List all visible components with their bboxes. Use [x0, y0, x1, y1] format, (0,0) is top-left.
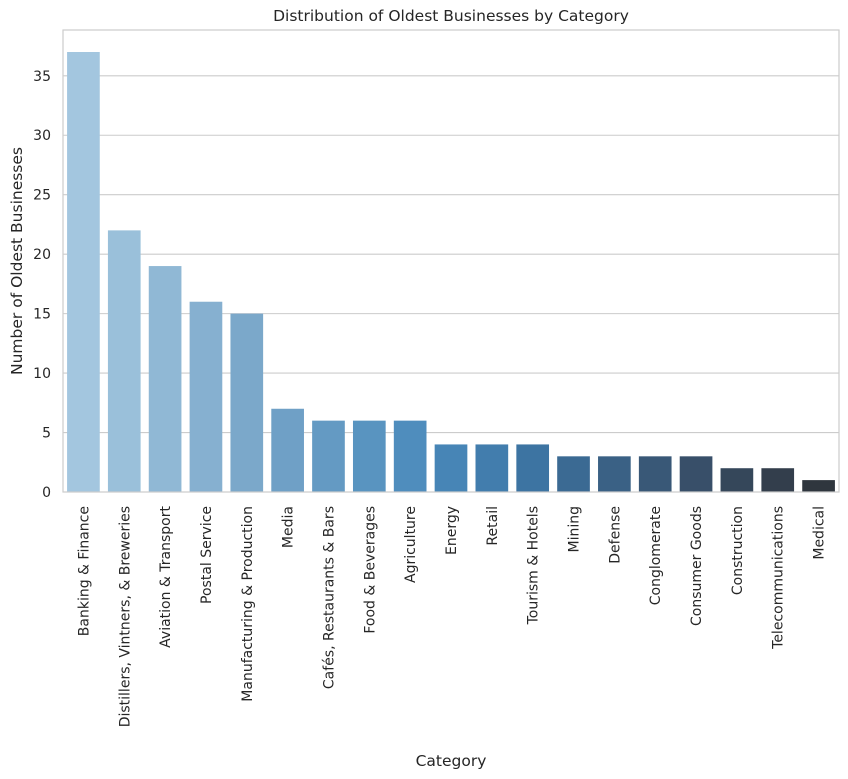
y-tick-label: 10	[33, 366, 51, 382]
y-tick-label: 5	[42, 426, 51, 442]
x-tick-label: Medical	[812, 506, 828, 560]
bar	[802, 480, 835, 492]
bar	[148, 266, 182, 492]
y-tick-label: 20	[33, 247, 51, 263]
y-tick-labels: 0 5 10 15 20 25 30 35	[33, 69, 51, 501]
y-tick-label: 15	[33, 307, 51, 323]
bar	[107, 230, 141, 493]
bar	[720, 468, 754, 492]
x-tick-label: Telecommunications	[771, 506, 787, 650]
x-axis-title: Category	[416, 752, 487, 770]
bar	[189, 301, 223, 492]
x-tick-label: Manufacturing & Production	[240, 506, 256, 702]
x-tick-label: Defense	[607, 506, 623, 564]
x-tick-label: Retail	[485, 506, 501, 546]
bars	[67, 52, 835, 493]
bar	[312, 420, 345, 492]
x-tick-label: Cafés, Restaurants & Bars	[321, 506, 337, 689]
bar	[761, 468, 795, 492]
bar	[516, 444, 550, 492]
y-gridlines	[63, 75, 839, 493]
bar	[475, 444, 509, 492]
x-tick-label: Banking & Finance	[76, 506, 92, 636]
x-tick-label: Media	[281, 506, 297, 548]
bar	[67, 52, 100, 492]
x-tick-labels: Banking & Finance Distillers, Vintners, &…	[76, 505, 827, 727]
y-tick-label: 30	[33, 128, 51, 144]
y-tick-label: 25	[33, 188, 51, 204]
x-tick-label: Postal Service	[199, 506, 215, 604]
bar	[352, 420, 386, 492]
x-tick-label: Construction	[730, 506, 746, 595]
y-tick-label: 0	[42, 485, 51, 501]
x-tick-label: Agriculture	[403, 506, 419, 583]
bar	[638, 456, 672, 492]
bar	[393, 420, 427, 492]
x-tick-label: Tourism & Hotels	[526, 506, 542, 625]
bar	[679, 456, 713, 492]
x-tick-label: Aviation & Transport	[158, 505, 174, 647]
x-tick-label: Distillers, Vintners, & Breweries	[117, 506, 133, 727]
y-tick-label: 35	[33, 69, 51, 85]
bar	[598, 456, 631, 492]
bar	[557, 456, 590, 492]
bar	[271, 408, 304, 492]
x-tick-label: Consumer Goods	[689, 506, 705, 626]
x-tick-label: Conglomerate	[648, 506, 664, 605]
bar	[230, 313, 264, 492]
x-tick-label: Mining	[567, 506, 583, 553]
plot-frame	[62, 29, 840, 493]
bar	[434, 444, 468, 492]
y-axis-title: Number of Oldest Businesses	[8, 147, 26, 375]
chart-title: Distribution of Oldest Businesses by Cat…	[273, 7, 629, 25]
x-tick-label: Energy	[444, 506, 460, 555]
x-tick-label: Food & Beverages	[362, 506, 378, 634]
